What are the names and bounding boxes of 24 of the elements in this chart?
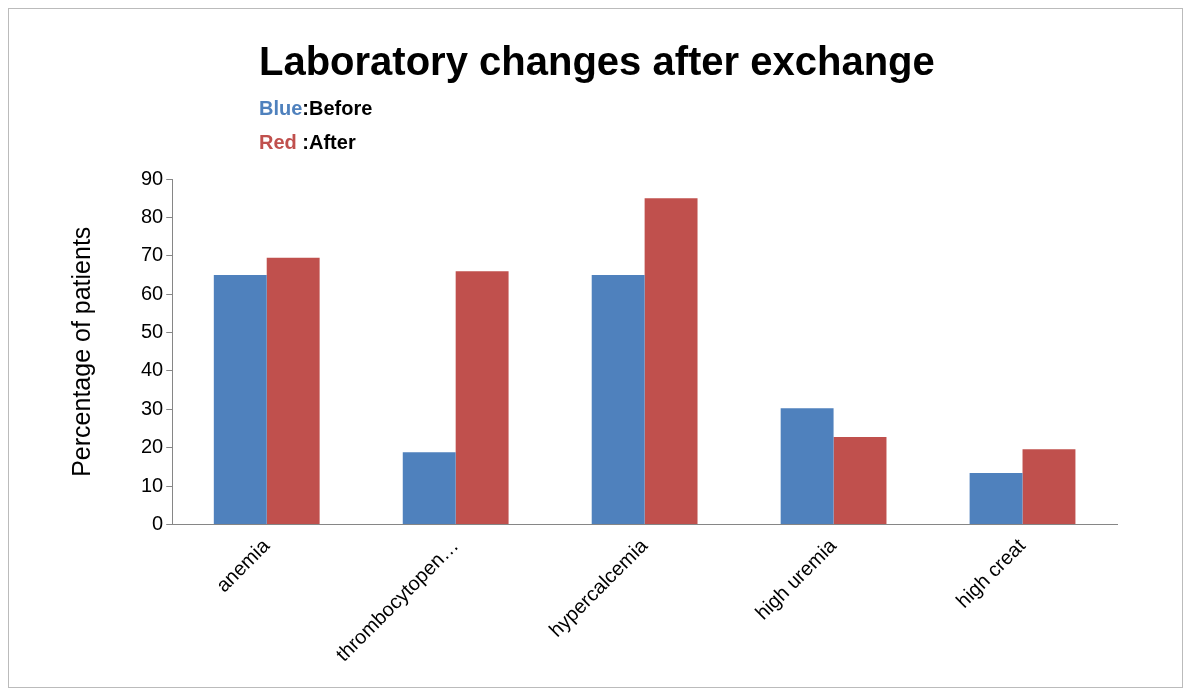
text: Blue:Before: [259, 97, 373, 120]
text: Red :After: [259, 131, 356, 154]
bar: [780, 408, 834, 524]
bar: [455, 271, 509, 524]
y-tick-label: 80: [141, 204, 164, 227]
bar: [266, 257, 320, 524]
y-tick-label: 70: [141, 243, 164, 266]
bar: [213, 274, 267, 524]
y-tick-label: 0: [152, 511, 164, 534]
bar: [402, 452, 456, 524]
y-axis-title: Percentage of patients: [66, 226, 95, 477]
y-tick-label: 10: [141, 473, 164, 496]
y-tick-label: 40: [141, 358, 164, 381]
bar: [833, 436, 887, 524]
y-tick-label: 60: [141, 281, 164, 304]
bar: [591, 274, 645, 524]
bar: [969, 473, 1023, 524]
y-tick-label: 90: [141, 166, 164, 189]
y-tick-label: 20: [141, 435, 164, 458]
bar: [1022, 449, 1076, 524]
y-tick-label: 30: [141, 396, 164, 419]
bar: [644, 198, 698, 524]
chart-title: Laboratory changes after exchange: [259, 39, 935, 84]
y-tick-label: 50: [141, 320, 164, 343]
